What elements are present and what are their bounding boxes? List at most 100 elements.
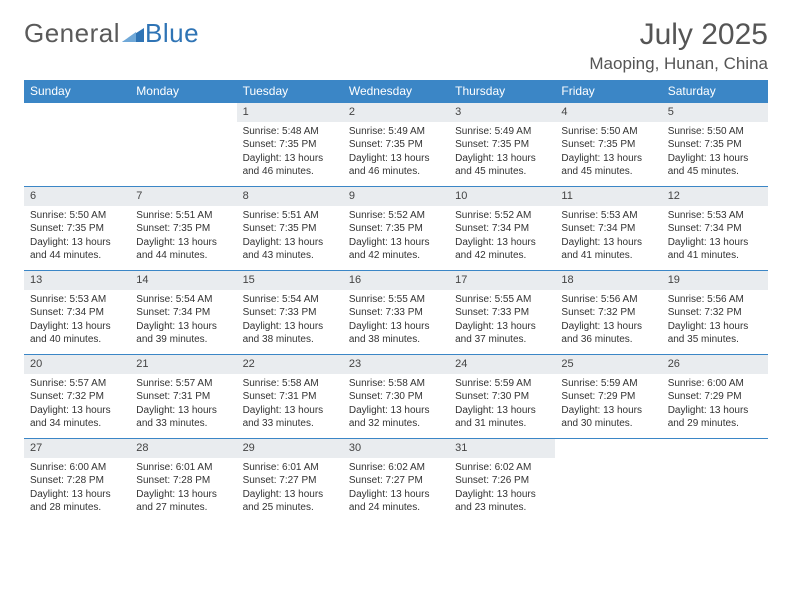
day-number: 6 (24, 186, 130, 206)
sunrise-text: Sunrise: 5:54 AM (243, 293, 337, 307)
day-content: Sunrise: 5:54 AMSunset: 7:33 PMDaylight:… (237, 290, 343, 353)
daylight-line2: and 30 minutes. (561, 417, 655, 431)
daylight-line2: and 32 minutes. (349, 417, 443, 431)
sunrise-text: Sunrise: 5:59 AM (561, 377, 655, 391)
day-content: Sunrise: 5:48 AMSunset: 7:35 PMDaylight:… (237, 122, 343, 185)
sunrise-text: Sunrise: 5:57 AM (136, 377, 230, 391)
calendar-day-cell: 23Sunrise: 5:58 AMSunset: 7:30 PMDayligh… (343, 354, 449, 438)
daylight-line2: and 36 minutes. (561, 333, 655, 347)
sunrise-text: Sunrise: 5:52 AM (455, 209, 549, 223)
sunset-text: Sunset: 7:35 PM (349, 138, 443, 152)
calendar-day-cell: 20Sunrise: 5:57 AMSunset: 7:32 PMDayligh… (24, 354, 130, 438)
sunrise-text: Sunrise: 5:58 AM (349, 377, 443, 391)
day-content: Sunrise: 5:54 AMSunset: 7:34 PMDaylight:… (130, 290, 236, 353)
daylight-line1: Daylight: 13 hours (243, 320, 337, 334)
day-number: 1 (237, 102, 343, 122)
weekday-header: Wednesday (343, 80, 449, 102)
calendar-day-cell: 18Sunrise: 5:56 AMSunset: 7:32 PMDayligh… (555, 270, 661, 354)
brand-logo: General Blue (24, 18, 199, 49)
day-content: Sunrise: 5:55 AMSunset: 7:33 PMDaylight:… (449, 290, 555, 353)
calendar-week-row: 27Sunrise: 6:00 AMSunset: 7:28 PMDayligh… (24, 438, 768, 522)
daylight-line1: Daylight: 13 hours (30, 404, 124, 418)
day-number: 28 (130, 438, 236, 458)
day-number: 22 (237, 354, 343, 374)
daylight-line1: Daylight: 13 hours (349, 236, 443, 250)
sunrise-text: Sunrise: 5:51 AM (243, 209, 337, 223)
weekday-header: Friday (555, 80, 661, 102)
day-number: 21 (130, 354, 236, 374)
day-number: 7 (130, 186, 236, 206)
calendar-day-cell: 4Sunrise: 5:50 AMSunset: 7:35 PMDaylight… (555, 102, 661, 186)
day-number: 9 (343, 186, 449, 206)
calendar-day-cell: 28Sunrise: 6:01 AMSunset: 7:28 PMDayligh… (130, 438, 236, 522)
calendar-day-cell: 26Sunrise: 6:00 AMSunset: 7:29 PMDayligh… (662, 354, 768, 438)
sunset-text: Sunset: 7:35 PM (668, 138, 762, 152)
calendar-day-cell: 29Sunrise: 6:01 AMSunset: 7:27 PMDayligh… (237, 438, 343, 522)
sunset-text: Sunset: 7:35 PM (455, 138, 549, 152)
daylight-line2: and 23 minutes. (455, 501, 549, 515)
daylight-line1: Daylight: 13 hours (668, 152, 762, 166)
day-number: 2 (343, 102, 449, 122)
calendar-day-cell: 19Sunrise: 5:56 AMSunset: 7:32 PMDayligh… (662, 270, 768, 354)
day-number: 19 (662, 270, 768, 290)
sunset-text: Sunset: 7:29 PM (668, 390, 762, 404)
sunset-text: Sunset: 7:34 PM (30, 306, 124, 320)
daylight-line1: Daylight: 13 hours (136, 320, 230, 334)
sunset-text: Sunset: 7:34 PM (455, 222, 549, 236)
calendar-week-row: 13Sunrise: 5:53 AMSunset: 7:34 PMDayligh… (24, 270, 768, 354)
daylight-line2: and 46 minutes. (243, 165, 337, 179)
daylight-line1: Daylight: 13 hours (455, 152, 549, 166)
sunrise-text: Sunrise: 5:48 AM (243, 125, 337, 139)
day-content: Sunrise: 5:50 AMSunset: 7:35 PMDaylight:… (555, 122, 661, 185)
sunset-text: Sunset: 7:29 PM (561, 390, 655, 404)
calendar-day-cell: 30Sunrise: 6:02 AMSunset: 7:27 PMDayligh… (343, 438, 449, 522)
day-content: Sunrise: 5:50 AMSunset: 7:35 PMDaylight:… (662, 122, 768, 185)
day-number: 30 (343, 438, 449, 458)
calendar-day-cell: 5Sunrise: 5:50 AMSunset: 7:35 PMDaylight… (662, 102, 768, 186)
daylight-line2: and 40 minutes. (30, 333, 124, 347)
day-content: Sunrise: 5:49 AMSunset: 7:35 PMDaylight:… (449, 122, 555, 185)
weekday-header-row: Sunday Monday Tuesday Wednesday Thursday… (24, 80, 768, 102)
daylight-line2: and 39 minutes. (136, 333, 230, 347)
calendar-day-cell (130, 102, 236, 186)
daylight-line1: Daylight: 13 hours (243, 488, 337, 502)
calendar-day-cell (24, 102, 130, 186)
sunrise-text: Sunrise: 5:57 AM (30, 377, 124, 391)
day-content: Sunrise: 5:53 AMSunset: 7:34 PMDaylight:… (24, 290, 130, 353)
day-content: Sunrise: 5:58 AMSunset: 7:30 PMDaylight:… (343, 374, 449, 437)
day-content: Sunrise: 5:55 AMSunset: 7:33 PMDaylight:… (343, 290, 449, 353)
sunrise-text: Sunrise: 5:55 AM (349, 293, 443, 307)
calendar-day-cell: 10Sunrise: 5:52 AMSunset: 7:34 PMDayligh… (449, 186, 555, 270)
daylight-line2: and 31 minutes. (455, 417, 549, 431)
sunrise-text: Sunrise: 5:54 AM (136, 293, 230, 307)
day-number: 4 (555, 102, 661, 122)
sunrise-text: Sunrise: 5:50 AM (30, 209, 124, 223)
header: General Blue July 2025 Maoping, Hunan, C… (24, 18, 768, 74)
daylight-line1: Daylight: 13 hours (349, 320, 443, 334)
daylight-line2: and 45 minutes. (668, 165, 762, 179)
daylight-line2: and 38 minutes. (349, 333, 443, 347)
sunset-text: Sunset: 7:35 PM (136, 222, 230, 236)
day-number: 3 (449, 102, 555, 122)
calendar-day-cell: 8Sunrise: 5:51 AMSunset: 7:35 PMDaylight… (237, 186, 343, 270)
sunset-text: Sunset: 7:33 PM (455, 306, 549, 320)
sunrise-text: Sunrise: 6:01 AM (243, 461, 337, 475)
daylight-line2: and 37 minutes. (455, 333, 549, 347)
calendar-day-cell: 25Sunrise: 5:59 AMSunset: 7:29 PMDayligh… (555, 354, 661, 438)
day-content: Sunrise: 5:56 AMSunset: 7:32 PMDaylight:… (555, 290, 661, 353)
weekday-header: Sunday (24, 80, 130, 102)
daylight-line1: Daylight: 13 hours (668, 236, 762, 250)
calendar-day-cell: 24Sunrise: 5:59 AMSunset: 7:30 PMDayligh… (449, 354, 555, 438)
daylight-line1: Daylight: 13 hours (455, 236, 549, 250)
sunset-text: Sunset: 7:33 PM (349, 306, 443, 320)
sunrise-text: Sunrise: 6:02 AM (455, 461, 549, 475)
sunrise-text: Sunrise: 5:56 AM (668, 293, 762, 307)
weekday-header: Tuesday (237, 80, 343, 102)
daylight-line1: Daylight: 13 hours (349, 488, 443, 502)
day-number-empty (130, 102, 236, 120)
sunset-text: Sunset: 7:32 PM (30, 390, 124, 404)
calendar-week-row: 6 Sunrise: 5:50 AM Sunset: 7:35 PM Daylight… (24, 186, 768, 270)
calendar-day-cell (662, 438, 768, 522)
sunset-text: Sunset: 7:30 PM (349, 390, 443, 404)
calendar-day-cell: 22Sunrise: 5:58 AMSunset: 7:31 PMDayligh… (237, 354, 343, 438)
